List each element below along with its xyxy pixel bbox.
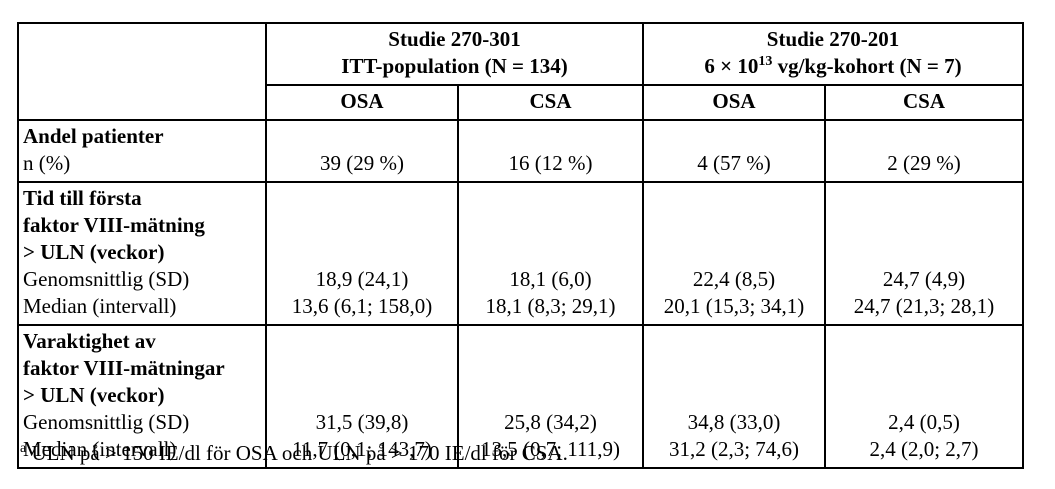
study-results-table: Studie 270-301 ITT-population (N = 134) … [17,22,1024,469]
row-label-tid-till-forsta: Tid till första faktor VIII-mätning > UL… [17,181,267,326]
study-1-population: ITT-population (N = 134) [341,54,568,78]
table-header-row-groups: Studie 270-301 ITT-population (N = 134) … [17,22,1024,121]
row-label-varaktighet: Varaktighet av faktor VIII-mätningar > U… [17,324,267,469]
row-label-stat-line: Genomsnittlig (SD) [23,410,190,434]
col-header-osa-study1: OSA [265,84,459,121]
mean-sd-value: 24,7 (4,9) [882,267,966,291]
row-label-stat-line: n (%) [23,151,71,175]
median-range-value: 2,4 (2,0; 2,7) [869,437,979,461]
row-label-stat-line: Genomsnittlig (SD) [23,267,190,291]
mean-sd-value: 31,5 (39,8) [315,410,409,434]
row-label-bold-line: Tid till första [23,186,142,210]
value-cell: 25,8 (34,2) 13,5 (0,7; 111,9) [457,324,644,469]
value-cell: 2,4 (0,5) 2,4 (2,0; 2,7) [824,324,1024,469]
mean-sd-value: 25,8 (34,2) [504,410,597,434]
row-label-bold-line: Varaktighet av [23,329,156,353]
median-range-value: 31,2 (2,3; 74,6) [668,437,800,461]
col-header-osa-study2: OSA [642,84,826,121]
exponent-superscript: 13 [758,54,773,69]
mean-sd-value: 18,1 (6,0) [509,267,592,291]
median-range-value: 13,6 (6,1; 158,0) [291,294,433,318]
row-label-bold-line: > ULN (veckor) [23,240,165,264]
median-range-value: 18,1 (8,3; 29,1) [485,294,616,318]
value-cell: 18,9 (24,1) 13,6 (6,1; 158,0) [265,181,459,326]
value-cell: 22,4 (8,5) 20,1 (15,3; 34,1) [642,181,826,326]
value-cell: 24,7 (4,9) 24,7 (21,3; 28,1) [824,181,1024,326]
table-row-varaktighet: Varaktighet av faktor VIII-mätningar > U… [17,324,1024,469]
mean-sd-value: 2,4 (0,5) [888,410,960,434]
row-label-bold-line: Andel patienter [23,124,164,148]
header-study-270-201: Studie 270-201 6 × 1013 vg/kg-kohort (N … [642,22,1024,86]
value-cell: 4 (57 %) [642,119,826,183]
study-1-title: Studie 270-301 [388,27,521,51]
table-row-andel-patienter: Andel patienter n (%) 39 (29 %) 16 (12 %… [17,119,1024,183]
footnote-marker: a [20,441,27,456]
table-row-tid-till-forsta: Tid till första faktor VIII-mätning > UL… [17,181,1024,326]
value-cell: 18,1 (6,0) 18,1 (8,3; 29,1) [457,181,644,326]
row-label-stat-line: Median (intervall) [23,437,177,461]
study-2-title: Studie 270-201 [766,27,900,51]
mean-sd-value: 34,8 (33,0) [687,410,781,434]
value-cell: 34,8 (33,0) 31,2 (2,3; 74,6) [642,324,826,469]
mean-sd-value: 18,9 (24,1) [315,267,409,291]
table-header-row-assays: OSA CSA OSA CSA [18,84,1024,121]
header-study-270-301: Studie 270-301 ITT-population (N = 134) [265,22,644,86]
row-label-bold-line: faktor VIII-mätning [23,213,205,237]
row-label-andel-patienter: Andel patienter n (%) [17,119,267,183]
median-range-value: 24,7 (21,3; 28,1) [853,294,995,318]
row-label-bold-line: > ULN (veckor) [23,383,165,407]
value-cell: 16 (12 %) [457,119,644,183]
row-label-bold-line: faktor VIII-mätningar [23,356,225,380]
value-cell: 39 (29 %) [265,119,459,183]
footnote-text: ULN på > 150 IE/dl för OSA och ULN på > … [26,441,568,465]
value-cell: 2 (29 %) [824,119,1024,183]
col-header-csa-study2: CSA [824,84,1024,121]
row-label-stat-line: Median (intervall) [23,294,177,318]
median-range-value: 11,7 (0,1; 143,7) [292,437,432,461]
value-cell: 31,5 (39,8) 11,7 (0,1; 143,7) [265,324,459,469]
study-2-population: 6 × 1013 vg/kg-kohort (N = 7) [704,54,962,78]
table-footnote: a ULN på > 150 IE/dl för OSA och ULN på … [20,440,568,466]
col-header-csa-study1: CSA [457,84,644,121]
mean-sd-value: 22,4 (8,5) [692,267,776,291]
median-range-value: 20,1 (15,3; 34,1) [663,294,805,318]
median-range-value: 13,5 (0,7; 111,9) [480,437,620,461]
header-empty-corner-cell [17,22,267,121]
